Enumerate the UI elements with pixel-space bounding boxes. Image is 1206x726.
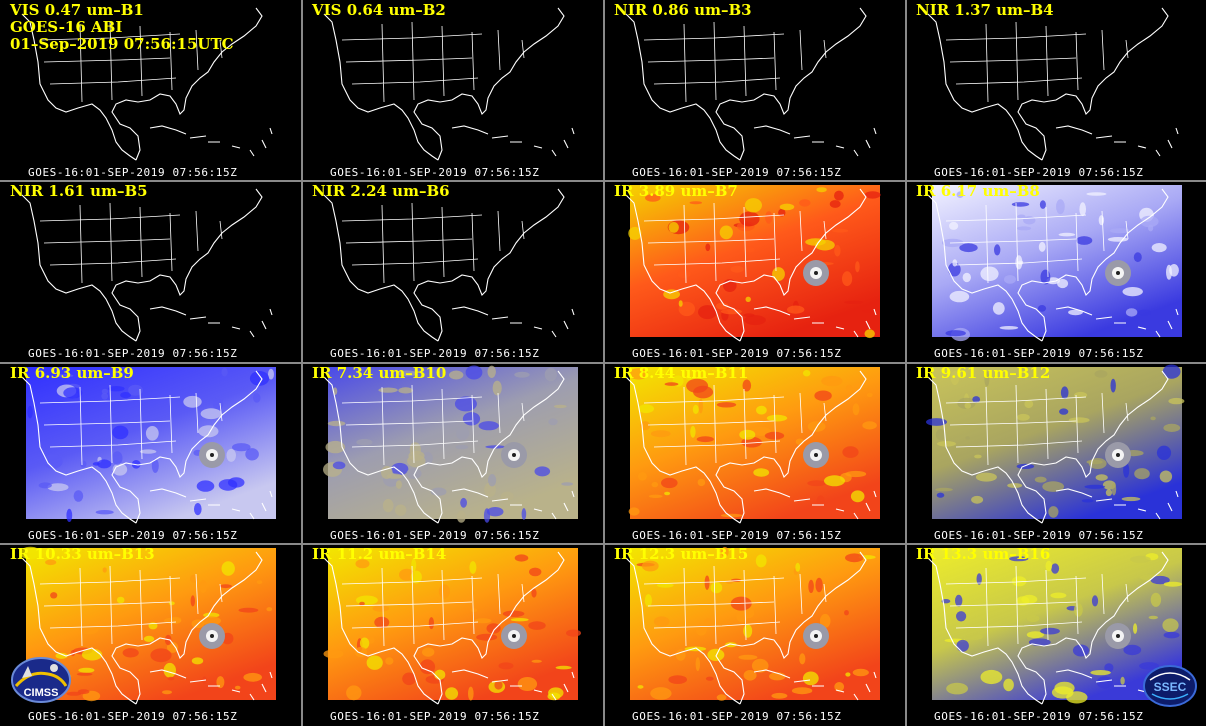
panel-timestamp: GOES-16:01-SEP-2019 07:56:15Z [28, 166, 238, 179]
panel-timestamp: GOES-16:01-SEP-2019 07:56:15Z [934, 166, 1144, 179]
panel-timestamp: GOES-16:01-SEP-2019 07:56:15Z [632, 347, 842, 360]
band-name: VIS 0.64 um–B2 [312, 1, 446, 19]
band-panel: NIR 2.24 um–B6 GOES-16:01-SEP-2019 07:56:… [302, 181, 602, 361]
panel-divider [0, 180, 1206, 182]
image-caption-line: GOES-16 ABI [10, 18, 123, 36]
panel-timestamp: GOES-16:01-SEP-2019 07:56:15Z [28, 347, 238, 360]
band-name: IR 10.33 um–B13 [10, 545, 155, 563]
band-name: NIR 2.24 um–B6 [312, 182, 450, 200]
band-name: IR 3.89 um–B7 [614, 182, 738, 200]
band-name: IR 6.93 um–B9 [10, 364, 134, 382]
satellite-image [625, 7, 877, 161]
band-panel: NIR 1.37 um–B4 GOES-16:01-SEP-2019 07:56:… [906, 0, 1206, 180]
satellite-image [323, 548, 581, 705]
band-panel: VIS 0.47 um–B1 GOES-16 ABI 01–Sep–2019 07:… [0, 0, 300, 180]
image-caption-line: 01–Sep–2019 07:56:15UTC [10, 35, 234, 53]
satellite-image [625, 546, 880, 705]
band-label: IR 6.93 um–B9 [10, 365, 134, 382]
band-label: NIR 1.61 um–B5 [10, 183, 148, 200]
panel-timestamp: GOES-16:01-SEP-2019 07:56:15Z [934, 710, 1144, 723]
panel-timestamp: GOES-16:01-SEP-2019 07:56:15Z [934, 529, 1144, 542]
panel-timestamp: GOES-16:01-SEP-2019 07:56:15Z [28, 529, 238, 542]
band-name: IR 7.34 um–B10 [312, 364, 447, 382]
band-name: NIR 0.86 um–B3 [614, 1, 752, 19]
ssec-logo-text: SSEC [1154, 680, 1187, 694]
satellite-image [625, 367, 880, 524]
panel-timestamp: GOES-16:01-SEP-2019 07:56:15Z [632, 166, 842, 179]
band-label: IR 12.3 um–B15 [614, 546, 748, 563]
band-name: IR 12.3 um–B15 [614, 545, 749, 563]
band-panel: IR 11.2 um–B14 GOES-16:01-SEP-2019 07:56:… [302, 544, 602, 724]
band-label: IR 9.61 um–B12 [916, 365, 1050, 382]
cimss-logo: CIMSS [10, 656, 72, 704]
panel-divider [0, 362, 1206, 364]
panel-timestamp: GOES-16:01-SEP-2019 07:56:15Z [330, 166, 540, 179]
band-label: IR 10.33 um–B13 [10, 546, 155, 563]
band-panel: IR 6.93 um–B9 GOES-16:01-SEP-2019 07:56:1… [0, 363, 300, 543]
band-name: IR 8.44 um–B11 [614, 364, 749, 382]
band-name: VIS 0.47 um–B1 [10, 1, 144, 19]
band-label: NIR 2.24 um–B6 [312, 183, 450, 200]
band-name: NIR 1.61 um–B5 [10, 182, 148, 200]
band-label: IR 3.89 um–B7 [614, 183, 738, 200]
band-label: VIS 0.64 um–B2 [312, 2, 446, 19]
satellite-image [323, 188, 575, 342]
band-label: IR 7.34 um–B10 [312, 365, 446, 382]
satellite-image [926, 364, 1185, 524]
band-name: IR 13.3 um–B16 [916, 545, 1051, 563]
cimss-logo-text: CIMSS [24, 687, 59, 699]
satellite-image [625, 185, 881, 342]
satellite-image [21, 7, 273, 161]
panel-timestamp: GOES-16:01-SEP-2019 07:56:15Z [28, 710, 238, 723]
satellite-image [927, 548, 1182, 705]
band-name: IR 6.17 um–B8 [916, 182, 1040, 200]
panel-timestamp: GOES-16:01-SEP-2019 07:56:15Z [934, 347, 1144, 360]
band-panel: IR 8.44 um–B11 GOES-16:01-SEP-2019 07:56:… [604, 363, 904, 543]
panel-timestamp: GOES-16:01-SEP-2019 07:56:15Z [330, 347, 540, 360]
satellite-image [21, 367, 276, 524]
band-panel: NIR 1.61 um–B5 GOES-16:01-SEP-2019 07:56:… [0, 181, 300, 361]
band-panel: IR 7.34 um–B10 GOES-16:01-SEP-2019 07:56:… [302, 363, 602, 543]
satellite-image [927, 7, 1179, 161]
band-panel: IR 6.17 um–B8 GOES-16:01-SEP-2019 07:56:1… [906, 181, 1206, 361]
band-panel: VIS 0.64 um–B2 GOES-16:01-SEP-2019 07:56:… [302, 0, 602, 180]
band-name: NIR 1.37 um–B4 [916, 1, 1054, 19]
satellite-image [927, 185, 1182, 342]
satellite-image [323, 7, 575, 161]
band-name: IR 9.61 um–B12 [916, 364, 1051, 382]
band-label: IR 13.3 um–B16 [916, 546, 1050, 563]
panel-timestamp: GOES-16:01-SEP-2019 07:56:15Z [330, 529, 540, 542]
band-name: IR 11.2 um–B14 [312, 545, 447, 563]
panel-timestamp: GOES-16:01-SEP-2019 07:56:15Z [632, 710, 842, 723]
panel-timestamp: GOES-16:01-SEP-2019 07:56:15Z [330, 710, 540, 723]
satellite-image [323, 365, 578, 524]
band-label: NIR 0.86 um–B3 [614, 2, 752, 19]
ssec-logo: SSEC [1142, 664, 1198, 708]
band-label: VIS 0.47 um–B1 GOES-16 ABI 01–Sep–2019 07:… [10, 2, 234, 53]
band-panel: IR 9.61 um–B12 GOES-16:01-SEP-2019 07:56:… [906, 363, 1206, 543]
band-panel: IR 12.3 um–B15 GOES-16:01-SEP-2019 07:56:… [604, 544, 904, 724]
band-label: IR 11.2 um–B14 [312, 546, 446, 563]
band-panel: IR 3.89 um–B7 GOES-16:01-SEP-2019 07:56:1… [604, 181, 904, 361]
band-label: NIR 1.37 um–B4 [916, 2, 1054, 19]
panel-timestamp: GOES-16:01-SEP-2019 07:56:15Z [632, 529, 842, 542]
band-label: IR 6.17 um–B8 [916, 183, 1040, 200]
panel-divider [0, 543, 1206, 545]
band-panel: NIR 0.86 um–B3 GOES-16:01-SEP-2019 07:56:… [604, 0, 904, 180]
satellite-image [21, 188, 273, 342]
band-label: IR 8.44 um–B11 [614, 365, 748, 382]
